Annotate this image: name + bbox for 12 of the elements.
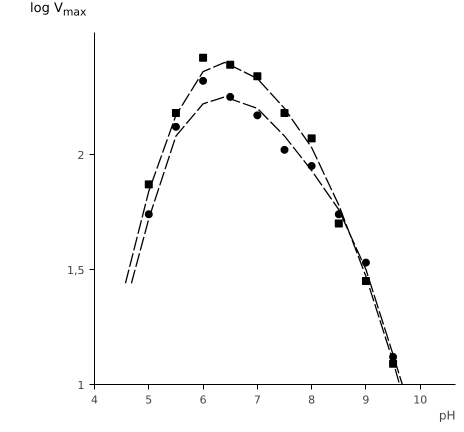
y-tick-label: 1	[78, 379, 84, 392]
x-tick-label: 4	[91, 394, 98, 406]
x-tick-label: 9	[362, 394, 370, 406]
x-tick-label: 6	[200, 394, 207, 406]
x-axis-title: pH	[438, 408, 456, 422]
y-tick-label: 2	[78, 148, 84, 162]
x-tick-label: 5	[145, 394, 152, 406]
y-tick-label: 1,5	[67, 264, 85, 277]
y-axis-title: log V$_{max}$	[30, 0, 86, 20]
x-tick-label: 10	[413, 394, 428, 406]
x-tick-label: 7	[254, 394, 261, 406]
x-tick-label: 8	[308, 394, 316, 406]
